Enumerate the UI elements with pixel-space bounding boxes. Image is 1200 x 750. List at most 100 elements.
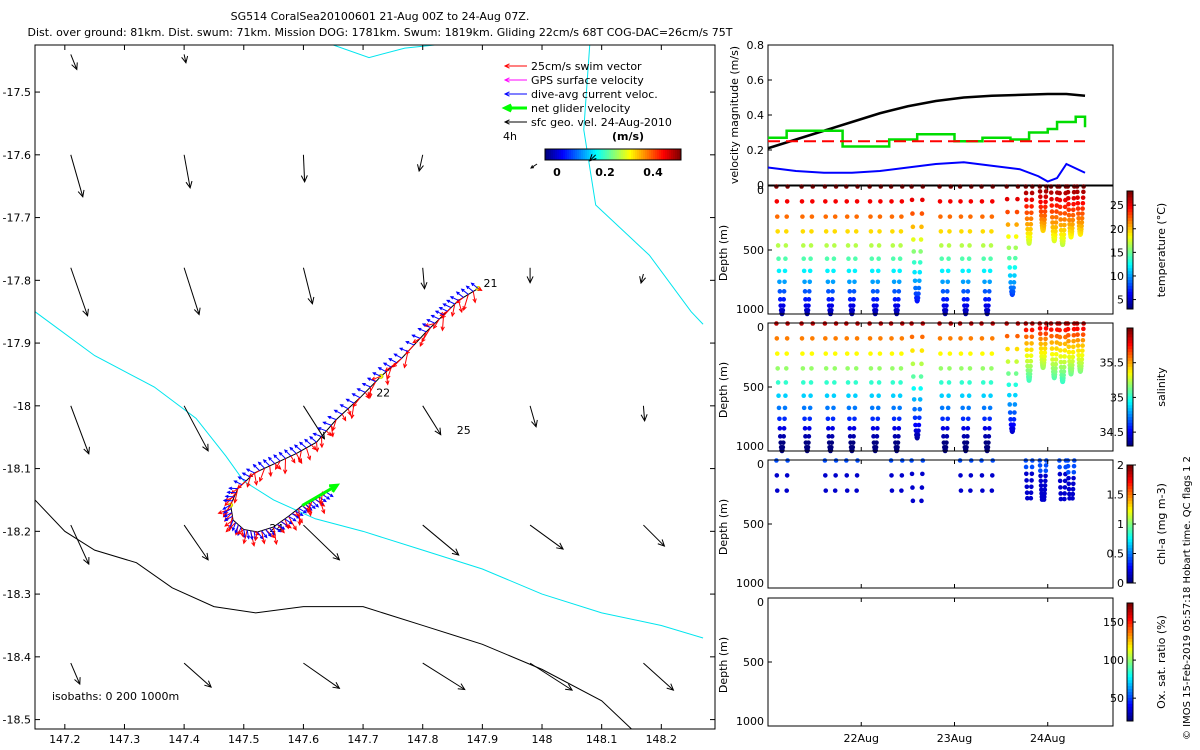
profile-point: [1029, 471, 1035, 477]
swim-vector-arrow-shaft: [385, 371, 389, 385]
sfc-velocity-arrow-head: [420, 282, 428, 290]
profile-point: [958, 214, 964, 219]
profile-point: [895, 307, 900, 313]
profile-point: [1075, 189, 1080, 195]
profile-point: [1043, 189, 1049, 194]
profile-point: [1013, 371, 1019, 376]
sfc-velocity-arrow-shaft: [70, 154, 84, 197]
colorbar-tick-label: 100: [1103, 654, 1124, 667]
current-vector-arrow-head: [245, 468, 250, 472]
colorbar-segment: [1127, 375, 1133, 379]
profile-point: [1023, 321, 1029, 326]
profile-point: [826, 434, 832, 439]
profile-point: [959, 380, 965, 385]
profile-point: [853, 366, 859, 371]
profile-point: [917, 269, 923, 275]
current-vector-arrow-head: [309, 435, 314, 440]
profile-point: [1049, 203, 1055, 208]
profile-point: [780, 440, 786, 445]
profile-point: [1070, 496, 1075, 501]
profile-point: [1043, 331, 1049, 337]
current-vector-arrow: [252, 463, 260, 471]
profile-point: [1071, 475, 1076, 481]
profile-point: [960, 268, 965, 274]
profile-point: [806, 440, 811, 445]
colorbar-segment: [675, 149, 678, 160]
profile-point: [920, 197, 925, 203]
current-vector-arrow-head: [366, 377, 371, 381]
swim-vector-arrow: [347, 408, 352, 416]
x-tick-label: 147.2: [49, 733, 81, 746]
colorbar-segment: [1127, 437, 1133, 441]
profile-point: [782, 268, 788, 274]
swim-vector-arrow-head: [217, 510, 223, 515]
profile-point: [1038, 194, 1043, 200]
swim-vector-arrow: [307, 502, 313, 517]
swim-vector-arrow: [458, 300, 463, 314]
colorbar-segment: [679, 149, 682, 160]
profile-point: [917, 397, 923, 402]
profile-point: [1065, 321, 1071, 326]
current-vector-arrow-head: [333, 409, 338, 413]
profile-point: [947, 351, 953, 356]
current-vector-arrow: [421, 323, 431, 328]
profile-point: [965, 426, 971, 431]
profile-point: [1024, 347, 1030, 353]
sfc-velocity-arrow-head: [181, 55, 189, 64]
profile-point: [826, 289, 831, 294]
profile-point: [911, 386, 917, 391]
current-vector-arrow-shaft: [426, 319, 436, 324]
profile-point: [1037, 463, 1043, 468]
profile-point: [1057, 204, 1063, 210]
colorbar-axis-label: chl-a (mg m-3): [1155, 483, 1168, 565]
profile-point: [825, 405, 830, 411]
profile-point: [1054, 346, 1059, 351]
profile-point: [1058, 222, 1064, 228]
current-vector-arrow-shaft: [258, 461, 265, 469]
profile-point: [938, 243, 944, 248]
profile-point: [1057, 184, 1062, 189]
sfc-velocity-arrow: [422, 405, 442, 436]
profile-point: [964, 303, 970, 308]
profile-point: [777, 289, 783, 294]
colorbar-segment: [561, 149, 564, 160]
profile-point: [895, 303, 901, 308]
depth-tick-label: 500: [743, 244, 764, 257]
sfc-velocity-arrow: [183, 524, 209, 561]
sfc-velocity-arrow-head: [307, 296, 315, 305]
profile-point: [1029, 210, 1034, 216]
swim-vector-arrow: [319, 494, 324, 506]
profile-point: [824, 380, 829, 385]
current-vector-arrow: [312, 432, 322, 438]
colorbar-segment: [1127, 384, 1133, 388]
profile-point: [877, 351, 883, 356]
profile-point: [946, 243, 952, 248]
profile-point: [958, 199, 963, 204]
profile-point: [1076, 348, 1081, 353]
profile-point: [807, 426, 812, 431]
profile-point: [920, 321, 926, 326]
profile-point: [1053, 357, 1059, 362]
depth-tick-label: 1000: [736, 440, 764, 453]
profile-point: [1080, 348, 1085, 353]
profile-point: [910, 224, 916, 230]
profile-point: [1062, 478, 1068, 484]
profile-point: [898, 229, 904, 234]
panel-colorbar-frame: [1126, 190, 1134, 310]
profile-point: [1074, 184, 1080, 189]
swim-vector-arrow: [385, 371, 390, 386]
depth-tick-label: 1000: [736, 577, 764, 590]
current-vector-arrow-shaft: [308, 502, 316, 509]
current-vector-arrow: [308, 502, 316, 510]
current-vector-arrow: [417, 327, 427, 333]
legend-entry-label: net glider velocity: [531, 102, 631, 115]
swim-vector-arrow-shaft: [451, 303, 456, 317]
sfc-velocity-arrow-head: [588, 154, 597, 162]
profile-point: [945, 279, 951, 285]
profile-point: [1053, 224, 1059, 230]
colorbar-segment: [1127, 422, 1133, 426]
current-vector-arrow: [356, 388, 366, 393]
current-vector-arrow-shaft: [279, 452, 286, 459]
swim-vector-arrow-head: [253, 480, 259, 486]
sfc-velocity-arrow-head: [531, 419, 538, 428]
